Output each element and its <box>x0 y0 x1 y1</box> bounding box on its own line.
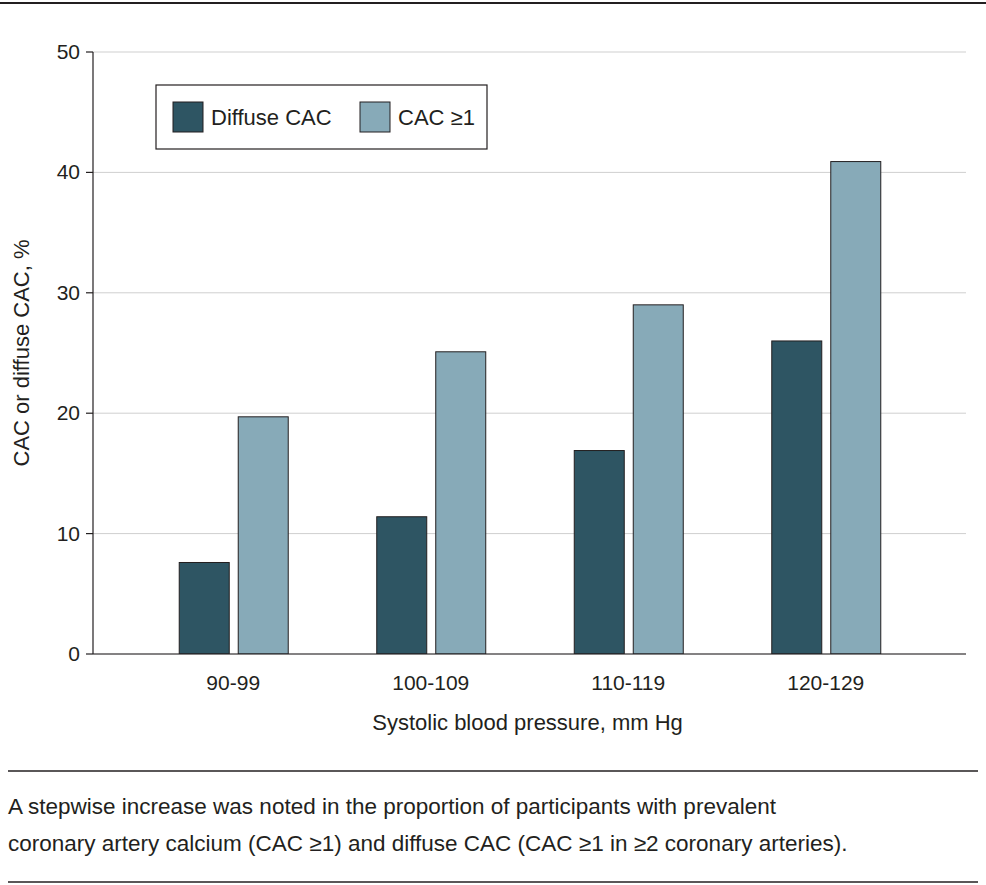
x-tick-label: 110-119 <box>591 671 665 694</box>
bar <box>377 517 427 654</box>
legend-label: CAC ≥1 <box>398 105 475 130</box>
y-axis <box>92 52 93 654</box>
bar <box>436 352 486 654</box>
y-tick <box>86 51 93 52</box>
grid-line <box>93 654 966 655</box>
legend-label: Diffuse CAC <box>211 105 332 130</box>
top-rule <box>0 2 986 4</box>
chart: 0 10 20 30 40 50 90-99 100-109 110-119 120-129 Sys… <box>0 0 986 885</box>
x-tick-label: 100-109 <box>392 671 469 694</box>
x-axis <box>93 653 966 654</box>
legend-swatch <box>173 102 203 132</box>
bar <box>238 417 288 654</box>
x-axis-title: Systolic blood pressure, mm Hg <box>372 710 683 735</box>
caption-rule <box>8 881 978 883</box>
y-axis-title: CAC or diffuse CAC, % <box>9 239 34 466</box>
y-tick <box>86 413 93 414</box>
y-tick <box>86 172 93 173</box>
bar <box>831 162 881 654</box>
bar <box>633 305 683 654</box>
y-tick <box>86 533 93 534</box>
caption: A stepwise increase was noted in the pro… <box>8 794 777 819</box>
caption-rule <box>8 770 978 772</box>
y-tick <box>86 292 93 293</box>
legend-box <box>156 85 487 149</box>
y-tick-label: 30 <box>57 281 80 304</box>
x-tick-label: 120-129 <box>787 671 864 694</box>
caption: coronary artery calcium (CAC ≥1) and dif… <box>8 831 847 856</box>
y-tick-label: 50 <box>57 40 80 63</box>
legend: Diffuse CAC CAC ≥1 <box>156 85 487 149</box>
y-tick <box>86 653 93 654</box>
bars <box>179 162 881 654</box>
y-tick-label: 0 <box>68 642 80 665</box>
y-tick-label: 40 <box>57 160 80 183</box>
bar <box>574 451 624 654</box>
legend-swatch <box>360 102 390 132</box>
grid-line <box>93 52 966 53</box>
bar <box>179 562 229 654</box>
y-tick-label: 10 <box>57 522 80 545</box>
bar <box>772 341 822 654</box>
x-tick-label: 90-99 <box>206 671 260 694</box>
y-tick-label: 20 <box>57 401 80 424</box>
